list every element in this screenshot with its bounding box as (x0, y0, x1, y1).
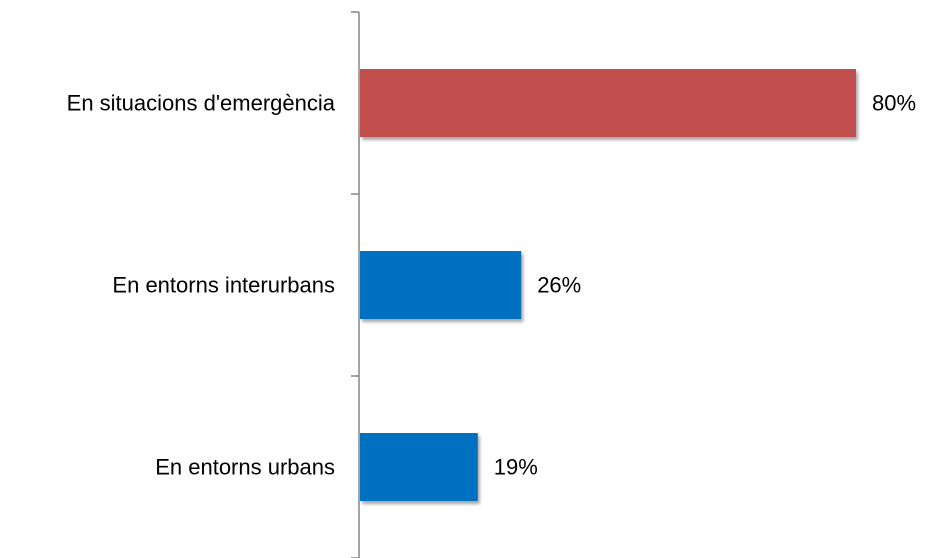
category-label: En entorns interurbans (112, 273, 335, 298)
bar (360, 433, 478, 501)
bar (360, 251, 522, 319)
category-label: En situacions d'emergència (67, 91, 336, 116)
bar (360, 69, 856, 137)
bars-layer (360, 69, 856, 501)
value-label: 80% (872, 91, 916, 116)
value-label: 19% (494, 455, 538, 480)
labels-layer: En situacions d'emergència 80% En entorns … (67, 91, 916, 480)
category-label: En entorns urbans (155, 455, 335, 480)
value-label: 26% (537, 273, 581, 298)
category-axis (351, 11, 360, 558)
